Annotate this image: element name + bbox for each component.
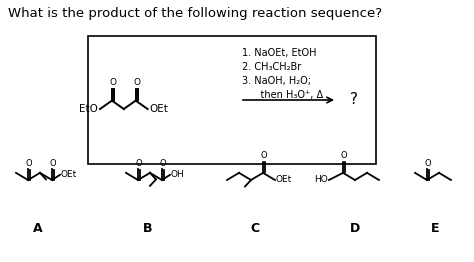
Text: O: O [425, 159, 431, 167]
Text: O: O [109, 78, 116, 87]
Text: D: D [350, 222, 360, 235]
Text: C: C [250, 222, 260, 235]
Text: then H₃O⁺, Δ: then H₃O⁺, Δ [248, 90, 323, 100]
Text: O: O [133, 78, 140, 87]
Bar [88, 36, 376, 164]
Text: 2. CH₃CH₂Br: 2. CH₃CH₂Br [242, 62, 301, 72]
Text: O: O [261, 151, 267, 160]
Text: B: B [143, 222, 153, 235]
Text: OEt: OEt [276, 176, 292, 184]
Text: O: O [50, 159, 56, 167]
Text: EtO: EtO [79, 104, 98, 114]
Text: A: A [33, 222, 43, 235]
Text: E: E [431, 222, 439, 235]
Text: HO: HO [314, 176, 328, 184]
Text: O: O [136, 159, 142, 167]
Text: OEt: OEt [150, 104, 168, 114]
Text: ?: ? [350, 92, 358, 107]
Text: 1. NaOEt, EtOH: 1. NaOEt, EtOH [242, 48, 317, 58]
Text: O: O [26, 159, 32, 167]
Text: 3. NaOH, H₂O;: 3. NaOH, H₂O; [242, 76, 311, 86]
Text: OH: OH [171, 170, 185, 179]
Text: OEt: OEt [61, 170, 77, 179]
Text: What is the product of the following reaction sequence?: What is the product of the following rea… [8, 7, 382, 20]
Text: O: O [341, 151, 347, 160]
Text: O: O [160, 159, 166, 167]
